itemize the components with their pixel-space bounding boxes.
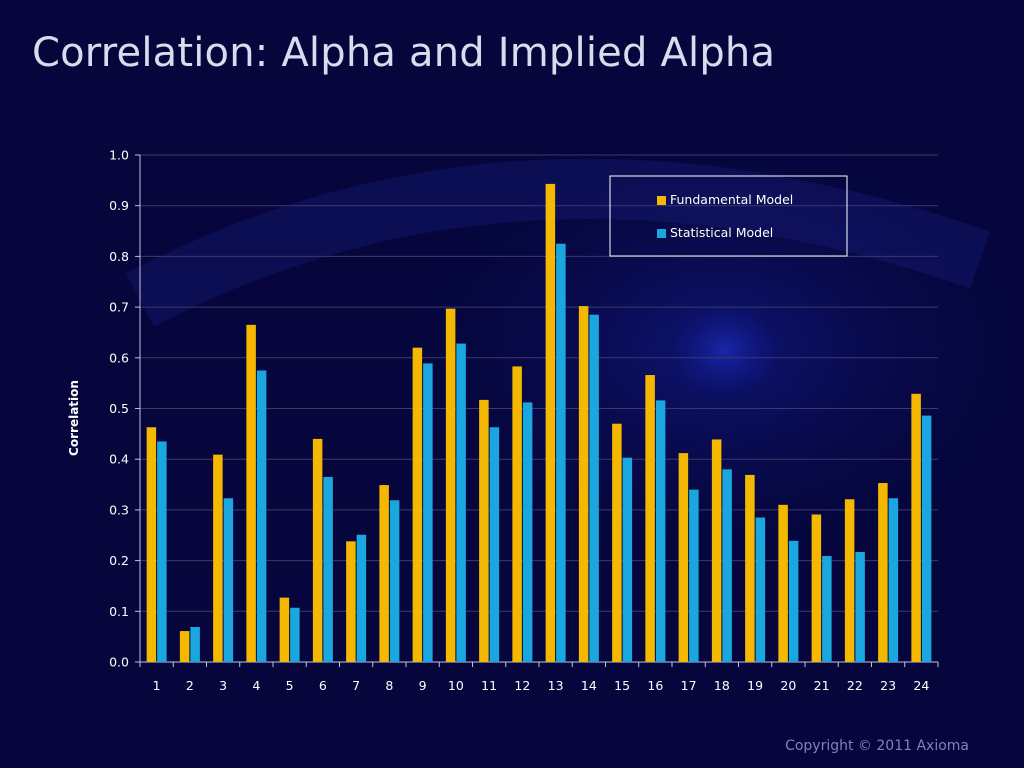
x-tick-label: 1	[153, 678, 161, 693]
bar-statistical	[389, 500, 400, 662]
y-tick-label: 0.8	[109, 249, 129, 264]
y-tick-label: 0.9	[109, 198, 129, 213]
x-tick-label: 16	[647, 678, 663, 693]
bar-statistical	[755, 517, 766, 662]
y-tick-label: 1.0	[109, 148, 129, 163]
x-tick-label: 8	[385, 678, 393, 693]
bar-statistical	[157, 441, 167, 662]
bar-statistical	[788, 540, 799, 662]
bar-fundamental	[844, 499, 855, 662]
bar-statistical	[888, 498, 899, 662]
x-tick-label: 4	[252, 678, 260, 693]
bars	[146, 183, 932, 663]
bar-fundamental	[146, 427, 157, 662]
bar-fundamental	[479, 399, 489, 662]
x-tick-label: 5	[286, 678, 294, 693]
bar-fundamental	[811, 514, 822, 662]
bar-fundamental	[412, 347, 423, 662]
chart-legend: Fundamental Model Statistical Model	[609, 175, 848, 257]
y-axis-title: Correlation	[67, 380, 81, 456]
bar-fundamental	[645, 375, 655, 662]
bar-statistical	[223, 498, 234, 662]
gridlines	[140, 154, 938, 612]
bar-statistical	[290, 607, 300, 662]
y-tick-label: 0.2	[109, 553, 129, 568]
bar-fundamental	[678, 453, 689, 662]
copyright-notice: Copyright © 2011 Axioma	[785, 738, 969, 754]
bar-statistical	[256, 370, 267, 662]
bar-fundamental	[745, 474, 755, 662]
x-tick-label: 23	[880, 678, 896, 693]
bar-statistical	[423, 363, 433, 662]
x-tick-label: 2	[186, 678, 194, 693]
bar-statistical	[556, 243, 566, 662]
legend-swatch-statistical	[657, 229, 666, 238]
x-tick-label: 20	[780, 678, 796, 693]
x-tick-label: 7	[352, 678, 360, 693]
bar-fundamental	[612, 423, 622, 662]
x-tick-label: 10	[448, 678, 464, 693]
x-tick-label: 13	[548, 678, 564, 693]
bar-statistical	[456, 343, 466, 662]
bar-statistical	[589, 314, 599, 662]
legend-box	[609, 175, 848, 257]
bar-statistical	[822, 556, 832, 662]
bar-statistical	[655, 400, 666, 662]
y-tick-label: 0.6	[109, 350, 129, 365]
x-tick-label: 6	[319, 678, 327, 693]
axis-labels: 0.00.10.20.30.40.50.60.70.80.91.01 2 3 4 5 6 7…	[109, 148, 929, 694]
y-tick-label: 0.0	[109, 655, 129, 670]
bar-fundamental	[878, 483, 888, 662]
bar-fundamental	[778, 504, 788, 662]
bar-fundamental	[246, 324, 256, 662]
bar-fundamental	[213, 454, 223, 662]
bar-fundamental	[346, 541, 356, 662]
legend-label-statistical: Statistical Model	[670, 225, 773, 240]
y-tick-label: 0.7	[109, 300, 129, 315]
bar-fundamental	[711, 439, 722, 662]
x-tick-label: 15	[614, 678, 630, 693]
x-tick-label: 11	[481, 678, 497, 693]
x-tick-label: 21	[814, 678, 830, 693]
x-tick-label: 14	[581, 678, 597, 693]
axes	[135, 154, 939, 667]
x-tick-label: 19	[747, 678, 763, 693]
legend-swatch-fundamental	[657, 196, 666, 205]
x-tick-label: 3	[219, 678, 227, 693]
y-tick-label: 0.4	[109, 452, 129, 467]
bar-fundamental	[512, 366, 522, 662]
bar-statistical	[356, 534, 367, 662]
bar-statistical	[323, 476, 333, 662]
bar-statistical	[855, 551, 865, 662]
x-tick-label: 22	[847, 678, 863, 693]
bar-fundamental	[545, 183, 556, 663]
y-tick-label: 0.3	[109, 502, 129, 517]
bar-statistical	[489, 427, 500, 662]
bar-statistical	[722, 469, 732, 662]
x-tick-label: 9	[419, 678, 427, 693]
x-tick-label: 18	[714, 678, 730, 693]
bar-statistical	[190, 627, 200, 662]
bar-fundamental	[179, 631, 190, 662]
slide-title: Correlation: Alpha and Implied Alpha	[32, 30, 776, 76]
y-tick-label: 0.1	[109, 604, 129, 619]
bar-fundamental	[911, 393, 921, 662]
bar-fundamental	[312, 438, 323, 662]
bar-statistical	[522, 402, 533, 662]
bar-fundamental	[445, 308, 456, 662]
y-tick-label: 0.5	[109, 401, 129, 416]
x-tick-label: 24	[913, 678, 929, 693]
bar-statistical	[622, 457, 633, 662]
legend-label-fundamental: Fundamental Model	[670, 192, 793, 207]
bar-fundamental	[279, 597, 290, 662]
x-tick-label: 17	[681, 678, 697, 693]
bar-statistical	[921, 415, 932, 662]
bar-fundamental	[379, 485, 389, 662]
x-tick-label: 12	[514, 678, 530, 693]
bar-fundamental	[578, 306, 589, 662]
bar-statistical	[689, 489, 699, 662]
